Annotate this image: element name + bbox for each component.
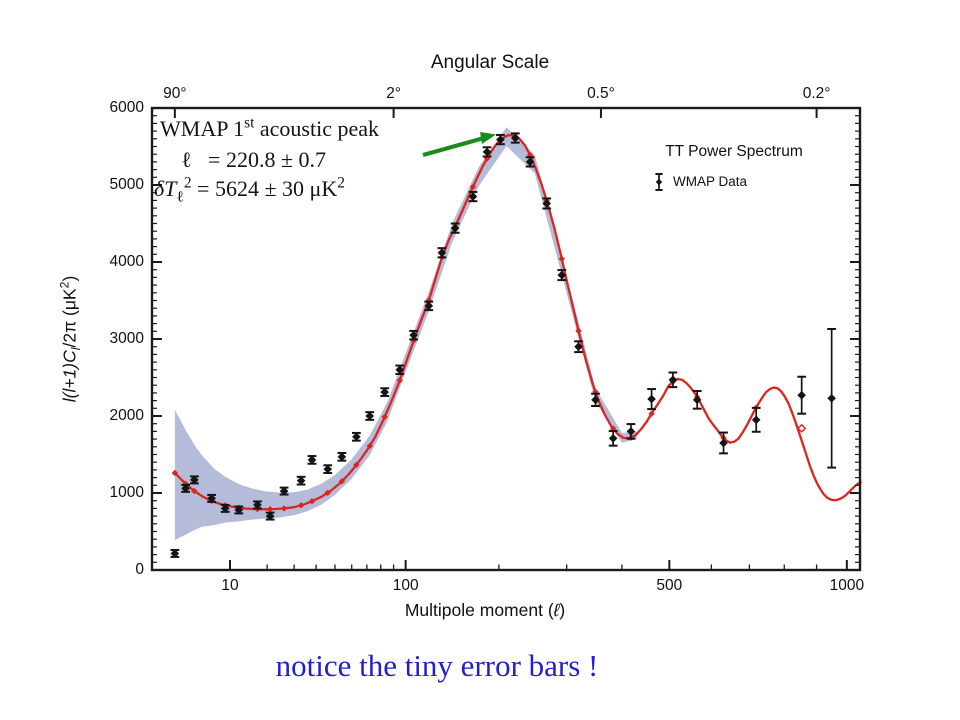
- model-bin-marker: [308, 498, 316, 505]
- data-point-marker: [751, 415, 761, 425]
- data-point-marker: [719, 438, 728, 448]
- top-tick-label: 0.5°: [587, 85, 615, 102]
- top-axis-title: Angular Scale: [430, 52, 550, 73]
- data-point-marker: [220, 504, 230, 513]
- model-bin-marker: [558, 255, 566, 263]
- data-point-marker: [265, 511, 275, 521]
- data-point-marker: [337, 452, 347, 462]
- x-tick-label: 100: [392, 577, 419, 594]
- y-tick-label: 4000: [109, 253, 144, 270]
- data-point-marker: [542, 199, 552, 208]
- top-tick-label: 2°: [386, 85, 401, 102]
- model-open-marker: [797, 423, 807, 433]
- data-point-marker: [380, 387, 389, 397]
- data-point-marker: [591, 395, 600, 405]
- legend-errorbar-icon: [655, 178, 663, 186]
- x-axis-label: Multipole moment (ℓ): [404, 600, 566, 620]
- legend-title: TT Power Spectrum: [665, 143, 803, 160]
- data-point-marker: [395, 365, 405, 375]
- x-tick-label: 10: [221, 577, 239, 594]
- data-point-marker: [557, 270, 567, 280]
- model-bin-marker: [396, 377, 403, 384]
- model-bin-marker: [469, 183, 477, 191]
- data-point-marker: [468, 192, 478, 201]
- data-point-marker: [409, 330, 418, 340]
- model-bin-marker: [526, 151, 534, 159]
- data-point-marker: [437, 248, 447, 258]
- model-bin-marker: [609, 425, 617, 432]
- x-tick-label: 1000: [829, 577, 865, 594]
- cosmic-variance-band: [174, 127, 637, 541]
- data-point-marker: [450, 223, 460, 233]
- data-point-marker: [608, 434, 618, 443]
- top-tick-label: 90°: [163, 85, 187, 102]
- data-point-marker: [190, 475, 199, 485]
- data-point-marker: [496, 135, 505, 144]
- model-bin-marker: [648, 410, 655, 417]
- annotation-peak-amplitude: δTℓ2 = 5624 ± 30 μK2: [154, 174, 345, 206]
- data-point-marker: [797, 390, 806, 400]
- data-point-marker: [234, 505, 244, 515]
- data-point-marker: [525, 157, 535, 167]
- model-bin-marker: [366, 442, 373, 450]
- y-tick-label: 6000: [109, 99, 144, 116]
- y-tick-label: 0: [135, 561, 144, 578]
- data-point-marker: [307, 455, 317, 465]
- data-point-marker: [207, 494, 216, 503]
- data-point-marker: [574, 342, 583, 351]
- annotation-peak-title: WMAP 1st acoustic peak: [160, 114, 380, 141]
- model-bin-marker: [338, 478, 346, 485]
- caption-tiny-error-bars: notice the tiny error bars !: [275, 648, 599, 683]
- data-point-marker: [181, 484, 190, 493]
- model-bin-marker: [191, 487, 198, 495]
- model-curve: [173, 134, 862, 511]
- top-tick-label: 0.2°: [802, 85, 831, 102]
- peak-arrow-head: [480, 132, 496, 144]
- data-point-marker: [424, 301, 434, 311]
- legend-entry-wmap-data: WMAP Data: [673, 174, 748, 189]
- model-bin-marker: [324, 489, 331, 496]
- data-point-marker: [482, 147, 492, 157]
- data-point-marker: [827, 393, 836, 403]
- data-point-marker: [279, 486, 289, 496]
- data-point-marker: [296, 476, 306, 485]
- model-bin-marker: [575, 327, 582, 335]
- model-bin-marker: [353, 461, 360, 469]
- y-axis-label: l(l+1)Cl/2π (μK2): [57, 275, 83, 403]
- data-point-marker: [170, 549, 180, 558]
- data-point-marker: [510, 133, 520, 143]
- data-point-marker: [352, 432, 361, 442]
- annotation-peak-ell: ℓ = 220.8 ± 0.7: [181, 147, 327, 172]
- model-bin-marker: [297, 502, 305, 509]
- model-bin-marker: [266, 506, 274, 513]
- y-tick-label: 3000: [109, 330, 144, 347]
- data-point-marker: [668, 375, 678, 385]
- data-point-marker: [626, 427, 636, 436]
- data-point-marker: [365, 411, 375, 421]
- data-point-marker: [647, 394, 656, 404]
- model-bin-marker: [171, 469, 179, 477]
- peak-arrow: [422, 135, 485, 158]
- x-tick-label: 500: [656, 577, 683, 594]
- model-bin-marker: [280, 505, 288, 512]
- data-point-marker: [253, 500, 262, 510]
- y-tick-label: 5000: [109, 176, 144, 193]
- data-point-marker: [323, 464, 333, 474]
- data-point-marker: [692, 395, 702, 405]
- y-tick-label: 2000: [109, 407, 144, 424]
- model-bin-marker: [381, 413, 388, 421]
- y-tick-label: 1000: [109, 484, 144, 501]
